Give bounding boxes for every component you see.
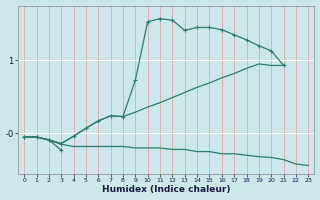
X-axis label: Humidex (Indice chaleur): Humidex (Indice chaleur) — [102, 185, 230, 194]
